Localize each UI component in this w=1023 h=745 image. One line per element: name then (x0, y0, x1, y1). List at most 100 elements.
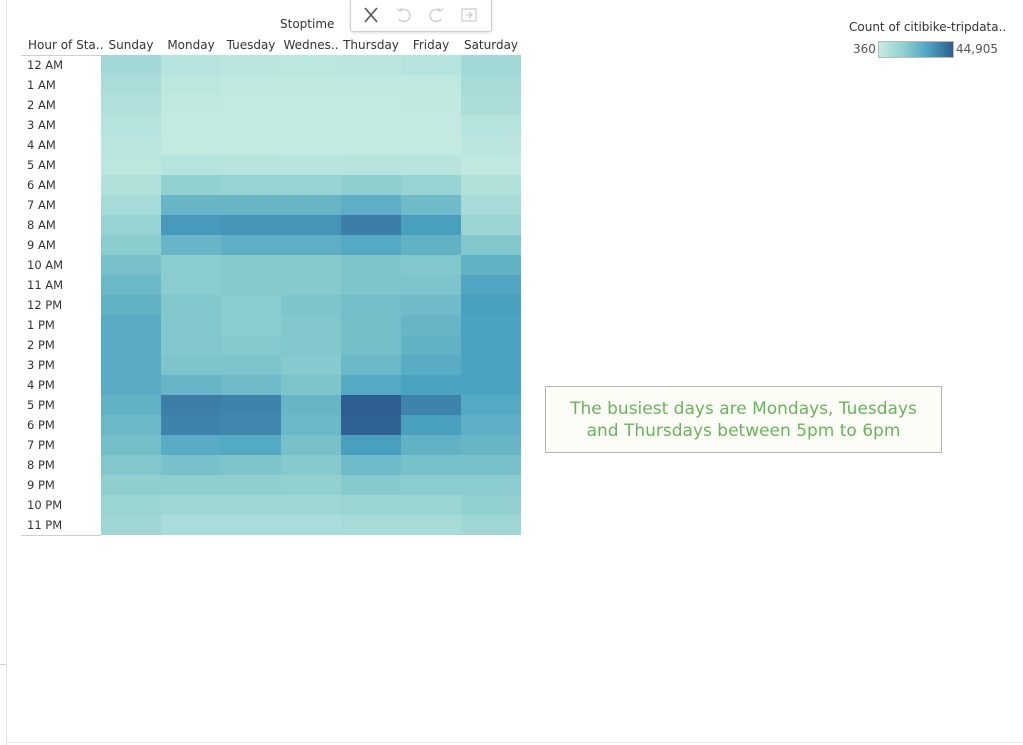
heatmap-cell-7-am-wednes[interactable] (281, 195, 341, 215)
heatmap-cell-5-am-thursday[interactable] (341, 155, 401, 175)
heatmap-cell-1-am-saturday[interactable] (461, 75, 521, 95)
heatmap-cell-4-pm-wednes[interactable] (281, 375, 341, 395)
heatmap-cell-3-am-friday[interactable] (401, 115, 461, 135)
heatmap-cell-1-am-wednes[interactable] (281, 75, 341, 95)
row-label-2-pm[interactable]: 2 PM (27, 338, 55, 352)
row-label-5-am[interactable]: 5 AM (27, 158, 56, 172)
heatmap-cell-5-pm-wednes[interactable] (281, 395, 341, 415)
heatmap-cell-8-am-sunday[interactable] (101, 215, 161, 235)
heatmap-cell-6-pm-sunday[interactable] (101, 415, 161, 435)
heatmap-cell-12-am-monday[interactable] (161, 55, 221, 75)
heatmap-cell-11-am-friday[interactable] (401, 275, 461, 295)
heatmap-cell-4-am-friday[interactable] (401, 135, 461, 155)
heatmap-cell-1-pm-monday[interactable] (161, 315, 221, 335)
heatmap-cell-7-pm-monday[interactable] (161, 435, 221, 455)
heatmap-cell-9-pm-monday[interactable] (161, 475, 221, 495)
heatmap-cell-6-pm-thursday[interactable] (341, 415, 401, 435)
heatmap-cell-10-pm-monday[interactable] (161, 495, 221, 515)
heatmap-cell-4-am-tuesday[interactable] (221, 135, 281, 155)
column-label-wednes[interactable]: Wednes.. (283, 38, 339, 52)
heatmap-cell-11-pm-saturday[interactable] (461, 515, 521, 535)
heatmap-cell-4-am-saturday[interactable] (461, 135, 521, 155)
heatmap-cell-7-pm-thursday[interactable] (341, 435, 401, 455)
heatmap-cell-11-am-monday[interactable] (161, 275, 221, 295)
heatmap-cell-10-pm-tuesday[interactable] (221, 495, 281, 515)
heatmap-cell-2-pm-tuesday[interactable] (221, 335, 281, 355)
heatmap-cell-4-pm-friday[interactable] (401, 375, 461, 395)
heatmap-cell-6-pm-tuesday[interactable] (221, 415, 281, 435)
heatmap-cell-8-pm-sunday[interactable] (101, 455, 161, 475)
heatmap-cell-11-pm-thursday[interactable] (341, 515, 401, 535)
heatmap-cell-12-pm-monday[interactable] (161, 295, 221, 315)
row-label-9-pm[interactable]: 9 PM (27, 478, 55, 492)
heatmap-cell-1-pm-sunday[interactable] (101, 315, 161, 335)
heatmap-cell-3-pm-saturday[interactable] (461, 355, 521, 375)
heatmap-cell-1-am-sunday[interactable] (101, 75, 161, 95)
row-label-3-pm[interactable]: 3 PM (27, 358, 55, 372)
heatmap-cell-12-am-tuesday[interactable] (221, 55, 281, 75)
heatmap-cell-9-am-sunday[interactable] (101, 235, 161, 255)
heatmap-cell-8-pm-saturday[interactable] (461, 455, 521, 475)
heatmap-cell-12-am-wednes[interactable] (281, 55, 341, 75)
heatmap-cell-12-am-saturday[interactable] (461, 55, 521, 75)
column-label-monday[interactable]: Monday (167, 38, 215, 52)
row-label-5-pm[interactable]: 5 PM (27, 398, 55, 412)
heatmap-cell-8-pm-thursday[interactable] (341, 455, 401, 475)
row-label-7-pm[interactable]: 7 PM (27, 438, 55, 452)
heatmap-cell-3-am-sunday[interactable] (101, 115, 161, 135)
heatmap-cell-4-pm-tuesday[interactable] (221, 375, 281, 395)
heatmap-cell-9-am-saturday[interactable] (461, 235, 521, 255)
heatmap-cell-2-pm-monday[interactable] (161, 335, 221, 355)
heatmap-cell-10-am-wednes[interactable] (281, 255, 341, 275)
heatmap-cell-3-am-monday[interactable] (161, 115, 221, 135)
heatmap-cell-6-pm-friday[interactable] (401, 415, 461, 435)
heatmap-cell-3-pm-wednes[interactable] (281, 355, 341, 375)
heatmap-cell-1-am-tuesday[interactable] (221, 75, 281, 95)
heatmap-cell-5-pm-saturday[interactable] (461, 395, 521, 415)
heatmap-cell-10-am-monday[interactable] (161, 255, 221, 275)
heatmap-cell-5-am-saturday[interactable] (461, 155, 521, 175)
heatmap-cell-9-pm-saturday[interactable] (461, 475, 521, 495)
heatmap-cell-8-pm-monday[interactable] (161, 455, 221, 475)
heatmap-cell-9-pm-tuesday[interactable] (221, 475, 281, 495)
heatmap-cell-6-am-monday[interactable] (161, 175, 221, 195)
heatmap-cell-10-pm-friday[interactable] (401, 495, 461, 515)
row-label-11-pm[interactable]: 11 PM (27, 518, 63, 532)
heatmap-cell-1-pm-thursday[interactable] (341, 315, 401, 335)
heatmap-cell-6-am-saturday[interactable] (461, 175, 521, 195)
heatmap-cell-8-am-friday[interactable] (401, 215, 461, 235)
heatmap-cell-7-pm-friday[interactable] (401, 435, 461, 455)
heatmap-cell-11-pm-wednes[interactable] (281, 515, 341, 535)
heatmap-cell-9-am-wednes[interactable] (281, 235, 341, 255)
heatmap-cell-2-pm-sunday[interactable] (101, 335, 161, 355)
heatmap-cell-7-am-sunday[interactable] (101, 195, 161, 215)
heatmap-cell-11-am-tuesday[interactable] (221, 275, 281, 295)
heatmap-cell-3-pm-thursday[interactable] (341, 355, 401, 375)
heatmap-cell-6-am-thursday[interactable] (341, 175, 401, 195)
heatmap-cell-1-pm-wednes[interactable] (281, 315, 341, 335)
heatmap-cell-2-pm-wednes[interactable] (281, 335, 341, 355)
heatmap-cell-3-am-tuesday[interactable] (221, 115, 281, 135)
heatmap-cell-4-pm-monday[interactable] (161, 375, 221, 395)
heatmap-cell-4-am-thursday[interactable] (341, 135, 401, 155)
heatmap-cell-8-pm-wednes[interactable] (281, 455, 341, 475)
row-label-11-am[interactable]: 11 AM (27, 278, 64, 292)
heatmap-cell-8-pm-friday[interactable] (401, 455, 461, 475)
heatmap-cell-7-am-friday[interactable] (401, 195, 461, 215)
heatmap-cell-1-am-friday[interactable] (401, 75, 461, 95)
close-icon[interactable] (359, 3, 383, 27)
heatmap-cell-2-am-monday[interactable] (161, 95, 221, 115)
heatmap-cell-12-pm-saturday[interactable] (461, 295, 521, 315)
heatmap-cell-3-pm-tuesday[interactable] (221, 355, 281, 375)
heatmap-cell-3-am-wednes[interactable] (281, 115, 341, 135)
heatmap-cell-4-am-wednes[interactable] (281, 135, 341, 155)
heatmap-cell-4-am-sunday[interactable] (101, 135, 161, 155)
redo-icon[interactable] (424, 3, 448, 27)
heatmap-cell-8-am-tuesday[interactable] (221, 215, 281, 235)
heatmap-cell-6-pm-saturday[interactable] (461, 415, 521, 435)
heatmap-cell-7-pm-wednes[interactable] (281, 435, 341, 455)
heatmap-cell-1-am-monday[interactable] (161, 75, 221, 95)
column-label-tuesday[interactable]: Tuesday (226, 38, 276, 52)
column-label-saturday[interactable]: Saturday (463, 38, 519, 52)
heatmap-cell-11-am-wednes[interactable] (281, 275, 341, 295)
